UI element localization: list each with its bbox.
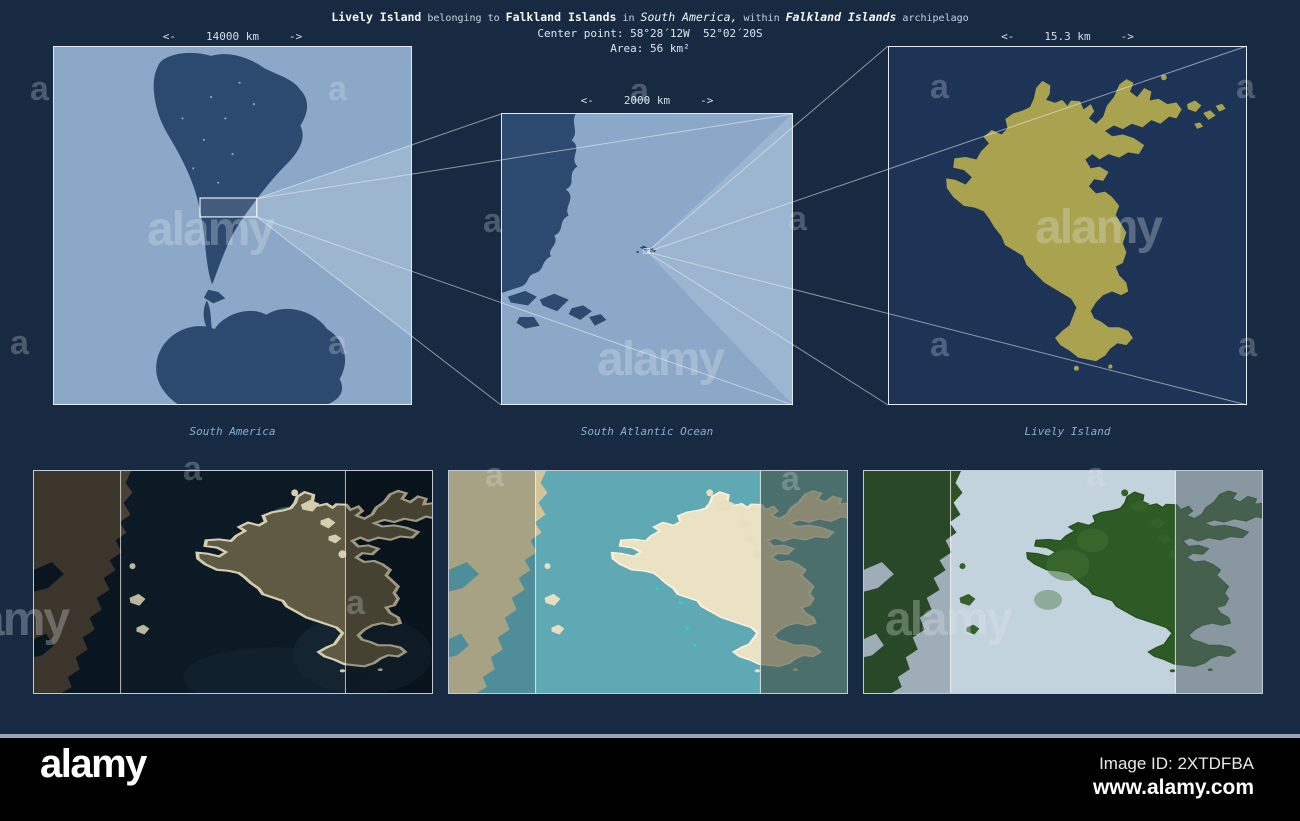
lively-island-map-graphic xyxy=(889,47,1246,404)
scale-distance: 15.3 km xyxy=(1044,30,1091,43)
scale-right-arrow: -> xyxy=(700,94,714,107)
south-atlantic-map-graphic xyxy=(502,114,792,404)
map-caption-lively-island: Lively Island xyxy=(1024,425,1111,438)
tierra-del-fuego xyxy=(203,289,226,304)
satellite-thumbnail-graphic xyxy=(34,471,432,693)
scale-ruler-lively-island: <- 15.3 km -> xyxy=(888,30,1247,43)
alamy-url: www.alamy.com xyxy=(1092,776,1254,799)
map-caption-south-atlantic-ocean: South Atlantic Ocean xyxy=(580,425,714,438)
title-country: Falkland Islands xyxy=(505,10,617,24)
south-america-map-graphic xyxy=(54,47,411,404)
title-subject: Lively Island xyxy=(331,10,422,24)
alamy-logo: alamy xyxy=(40,742,147,786)
thumbnail-pale-map-style xyxy=(448,470,848,694)
scale-left-arrow: <- xyxy=(162,30,176,43)
scale-left-arrow: <- xyxy=(580,94,594,107)
scale-right-arrow: -> xyxy=(1120,30,1134,43)
area-value: Area: 56 km² xyxy=(610,42,690,55)
scale-left-arrow: <- xyxy=(1001,30,1015,43)
watermark-letter: a xyxy=(10,324,29,362)
scale-distance: 2000 km xyxy=(623,94,671,107)
scale-ruler-south-america: <- 14000 km -> xyxy=(53,30,412,43)
thumbnail-green-map-style xyxy=(863,470,1263,694)
footer-divider xyxy=(0,734,1300,738)
south-america-landmass xyxy=(153,52,308,285)
map-caption-south-america: South America xyxy=(189,425,276,438)
watermark-letter: a xyxy=(483,202,502,240)
scale-right-arrow: -> xyxy=(288,30,303,43)
thumbnail-satellite-style xyxy=(33,470,433,694)
image-id-label: Image ID: 2XTDFBA xyxy=(1099,754,1254,773)
scale-distance: 14000 km xyxy=(206,30,259,43)
detail-map-lively-island xyxy=(888,46,1247,405)
scale-ruler-south-atlantic: <- 2000 km -> xyxy=(501,94,793,107)
mid-zoom-map-south-atlantic xyxy=(501,113,793,405)
green-thumbnail-graphic xyxy=(864,471,1262,693)
watermark-letter: a xyxy=(30,70,49,108)
overview-map-south-america xyxy=(53,46,412,405)
region-highlight-box xyxy=(199,197,258,218)
page-title: Lively Island belonging to Falkland Isla… xyxy=(331,10,969,24)
pale-thumbnail-graphic xyxy=(449,471,847,693)
title-archipelago: Falkland Islands xyxy=(785,10,897,24)
title-continent: South America, xyxy=(640,10,738,24)
antarctic-peninsula xyxy=(203,300,214,338)
alamy-watermark-bar: alamy Image ID: 2XTDFBA www.alamy.com xyxy=(0,738,1300,821)
center-point-coordinates: Center point: 58°28´12W 52°02´20S xyxy=(537,27,763,40)
